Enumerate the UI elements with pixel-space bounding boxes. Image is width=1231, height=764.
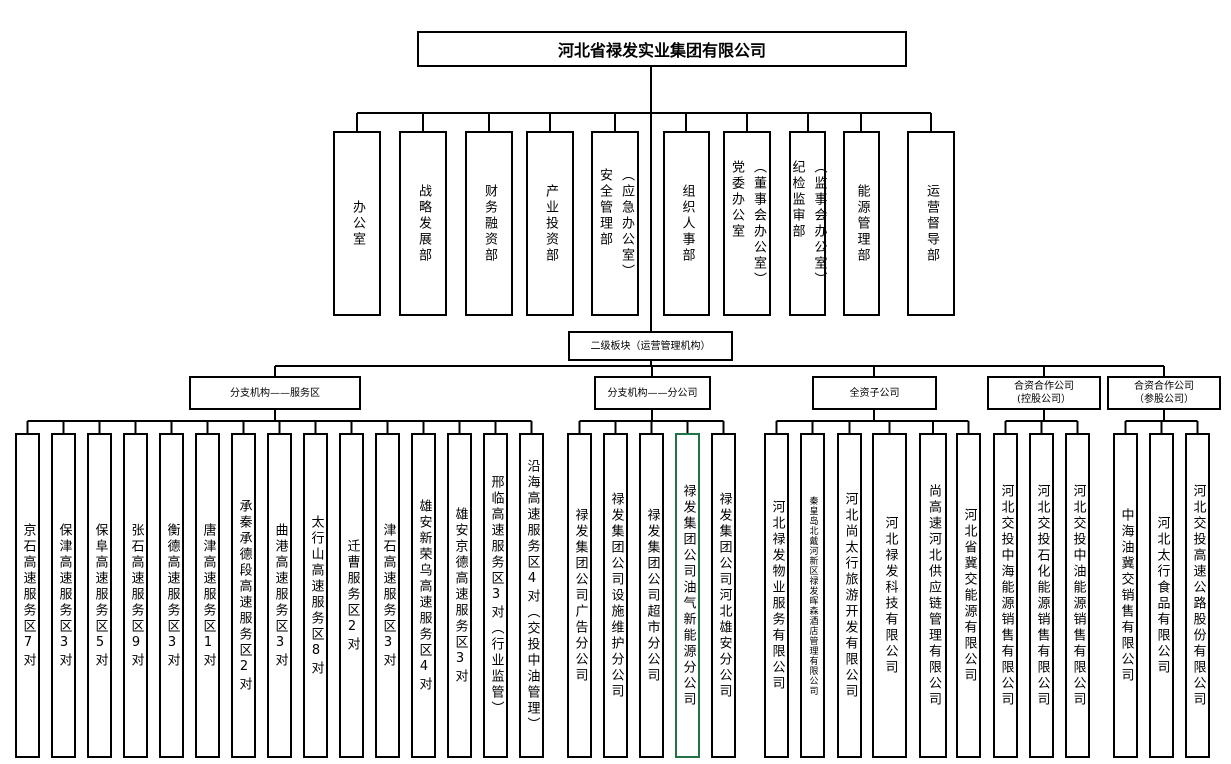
unit-box-label: 张石高速服务区9对: [128, 522, 144, 669]
unit-box-label: 河北尚太行旅游开发有限公司: [842, 491, 858, 700]
unit-box-label: 沿海高速服务区4对（交投中油管理）: [524, 458, 540, 733]
secondary-segment-box[interactable]: 二级板块（运营管理机构）: [568, 331, 733, 361]
group-box[interactable]: 分支机构——分公司: [594, 376, 711, 410]
unit-box-label: 雄安京德高速服务区3对: [452, 506, 468, 685]
unit-box-label: 禄发集团公司河北雄安分公司: [716, 491, 732, 700]
unit-box-label: 河北交投石化能源销售有限公司: [1034, 483, 1050, 708]
unit-box-label: 承秦承德段高速服务区2对: [236, 498, 252, 693]
unit-box-label: 尚高速河北供应链管理有限公司: [926, 483, 941, 708]
unit-box-label: 京石高速服务区7对: [20, 522, 36, 669]
unit-box-label: 河北禄发科技有限公司: [882, 515, 898, 676]
unit-box-label: 禄发集团公司设施维护分公司: [608, 491, 624, 700]
unit-box[interactable]: 禄发集团公司广告分公司: [567, 433, 592, 758]
unit-box-label: 保津高速服务区3对: [56, 522, 72, 669]
department-box[interactable]: 财务融资部: [465, 131, 513, 316]
unit-box[interactable]: 张石高速服务区9对: [123, 433, 148, 758]
unit-box-label: 秦皇岛北戴河新区禄发晖森酒店管理有限公司: [807, 495, 818, 696]
unit-box[interactable]: 迁曹服务区2对: [339, 433, 364, 758]
unit-box[interactable]: 承秦承德段高速服务区2对: [231, 433, 256, 758]
unit-box[interactable]: 河北禄发科技有限公司: [872, 433, 907, 758]
unit-box[interactable]: 河北太行食品有限公司: [1149, 433, 1174, 758]
unit-box[interactable]: 禄发集团公司超市分公司: [639, 433, 664, 758]
department-box-label: 战略发展部: [416, 183, 431, 264]
group-box[interactable]: 全资子公司: [812, 376, 937, 410]
department-box[interactable]: 纪检监审部 （监事会办公室）: [789, 131, 827, 316]
unit-box-label: 河北省冀交能源有限公司: [961, 507, 977, 684]
unit-box-label: 曲港高速服务区3对: [272, 522, 288, 669]
unit-box[interactable]: 保津高速服务区3对: [51, 433, 76, 758]
department-box-label: 运营督导部: [924, 183, 939, 264]
group-box-label: 合资合作公司 （参股公司）: [1134, 381, 1194, 405]
unit-box[interactable]: 京石高速服务区7对: [15, 433, 40, 758]
unit-box-label: 邢临高速服务区3对（行业监管）: [488, 474, 504, 717]
unit-box-label: 河北禄发物业服务有限公司: [769, 499, 785, 692]
root-company-box[interactable]: 河北省禄发实业集团有限公司: [417, 31, 907, 67]
unit-box[interactable]: 禄发集团公司设施维护分公司: [603, 433, 628, 758]
unit-box[interactable]: 雄安新荣乌高速服务区4对: [411, 433, 436, 758]
department-box-label: 组织人事部: [679, 183, 695, 264]
unit-box[interactable]: 禄发集团公司油气新能源分公司: [675, 433, 700, 758]
department-box-label: 能源管理部: [854, 183, 870, 264]
department-box-label: 纪检监审部 （监事会办公室）: [789, 159, 827, 288]
unit-box-label: 雄安新荣乌高速服务区4对: [416, 498, 432, 693]
unit-box[interactable]: 唐津高速服务区1对: [195, 433, 220, 758]
unit-box[interactable]: 河北交投石化能源销售有限公司: [1029, 433, 1054, 758]
unit-box[interactable]: 保阜高速服务区5对: [87, 433, 112, 758]
unit-box[interactable]: 河北交投中海能源销售有限公司: [993, 433, 1018, 758]
unit-box-label: 津石高速服务区3对: [380, 522, 396, 669]
unit-box-label: 衡德高速服务区3对: [164, 522, 180, 669]
unit-box[interactable]: 津石高速服务区3对: [375, 433, 400, 758]
unit-box-label: 禄发集团公司广告分公司: [572, 507, 588, 684]
group-box-label: 全资子公司: [849, 387, 900, 399]
department-box[interactable]: 产业投资部: [526, 131, 574, 316]
unit-box-label: 河北交投中海能源销售有限公司: [998, 483, 1014, 708]
department-box[interactable]: 组织人事部: [663, 131, 710, 316]
group-box-label: 分支机构——服务区: [230, 387, 320, 399]
unit-box-label: 禄发集团公司油气新能源分公司: [680, 483, 696, 708]
group-box[interactable]: 分支机构——服务区: [189, 376, 361, 410]
unit-box[interactable]: 河北交投中油能源销售有限公司: [1065, 433, 1090, 758]
unit-box[interactable]: 邢临高速服务区3对（行业监管）: [483, 433, 508, 758]
unit-box[interactable]: 河北交投高速公路股份有限公司: [1185, 433, 1210, 758]
unit-box-label: 保阜高速服务区5对: [92, 522, 108, 669]
unit-box[interactable]: 秦皇岛北戴河新区禄发晖森酒店管理有限公司: [800, 433, 825, 758]
department-box-label: 党委办公室 （董事会办公室）: [729, 159, 766, 288]
department-box[interactable]: 战略发展部: [399, 131, 447, 316]
group-box[interactable]: 合资合作公司 （参股公司）: [1107, 376, 1221, 410]
unit-box-label: 河北太行食品有限公司: [1154, 515, 1170, 676]
unit-box[interactable]: 中海油冀交销售有限公司: [1113, 433, 1138, 758]
unit-box-label: 禄发集团公司超市分公司: [644, 507, 660, 684]
department-box-label: 安全管理部 （应急办公室）: [597, 167, 634, 280]
unit-box[interactable]: 禄发集团公司河北雄安分公司: [711, 433, 736, 758]
unit-box-label: 中海油冀交销售有限公司: [1118, 507, 1134, 684]
root-company-name: 河北省禄发实业集团有限公司: [557, 41, 766, 60]
department-box[interactable]: 党委办公室 （董事会办公室）: [723, 131, 771, 316]
unit-box-label: 唐津高速服务区1对: [200, 522, 216, 669]
unit-box-label: 迁曹服务区2对: [344, 538, 360, 653]
department-box[interactable]: 办公室: [333, 131, 381, 316]
unit-box[interactable]: 曲港高速服务区3对: [267, 433, 292, 758]
department-box-label: 产业投资部: [543, 183, 558, 264]
unit-box[interactable]: 沿海高速服务区4对（交投中油管理）: [519, 433, 544, 758]
unit-box[interactable]: 河北禄发物业服务有限公司: [764, 433, 789, 758]
unit-box-label: 河北交投高速公路股份有限公司: [1190, 483, 1206, 708]
department-box[interactable]: 能源管理部: [843, 131, 880, 316]
department-box-label: 办公室: [350, 199, 365, 248]
unit-box[interactable]: 衡德高速服务区3对: [159, 433, 184, 758]
department-box-label: 财务融资部: [482, 183, 497, 264]
group-box[interactable]: 合资合作公司 (控股公司）: [987, 376, 1101, 410]
group-box-label: 合资合作公司 (控股公司）: [1014, 381, 1074, 405]
department-box[interactable]: 安全管理部 （应急办公室）: [591, 131, 639, 316]
unit-box[interactable]: 雄安京德高速服务区3对: [447, 433, 472, 758]
secondary-segment-label: 二级板块（运营管理机构）: [590, 340, 711, 352]
unit-box[interactable]: 河北省冀交能源有限公司: [956, 433, 981, 758]
unit-box[interactable]: 河北尚太行旅游开发有限公司: [837, 433, 862, 758]
unit-box-label: 河北交投中油能源销售有限公司: [1070, 483, 1086, 708]
unit-box[interactable]: 太行山高速服务区8对: [303, 433, 328, 758]
department-box[interactable]: 运营督导部: [907, 131, 955, 316]
group-box-label: 分支机构——分公司: [607, 387, 698, 399]
unit-box-label: 太行山高速服务区8对: [308, 514, 324, 677]
unit-box[interactable]: 尚高速河北供应链管理有限公司: [919, 433, 947, 758]
